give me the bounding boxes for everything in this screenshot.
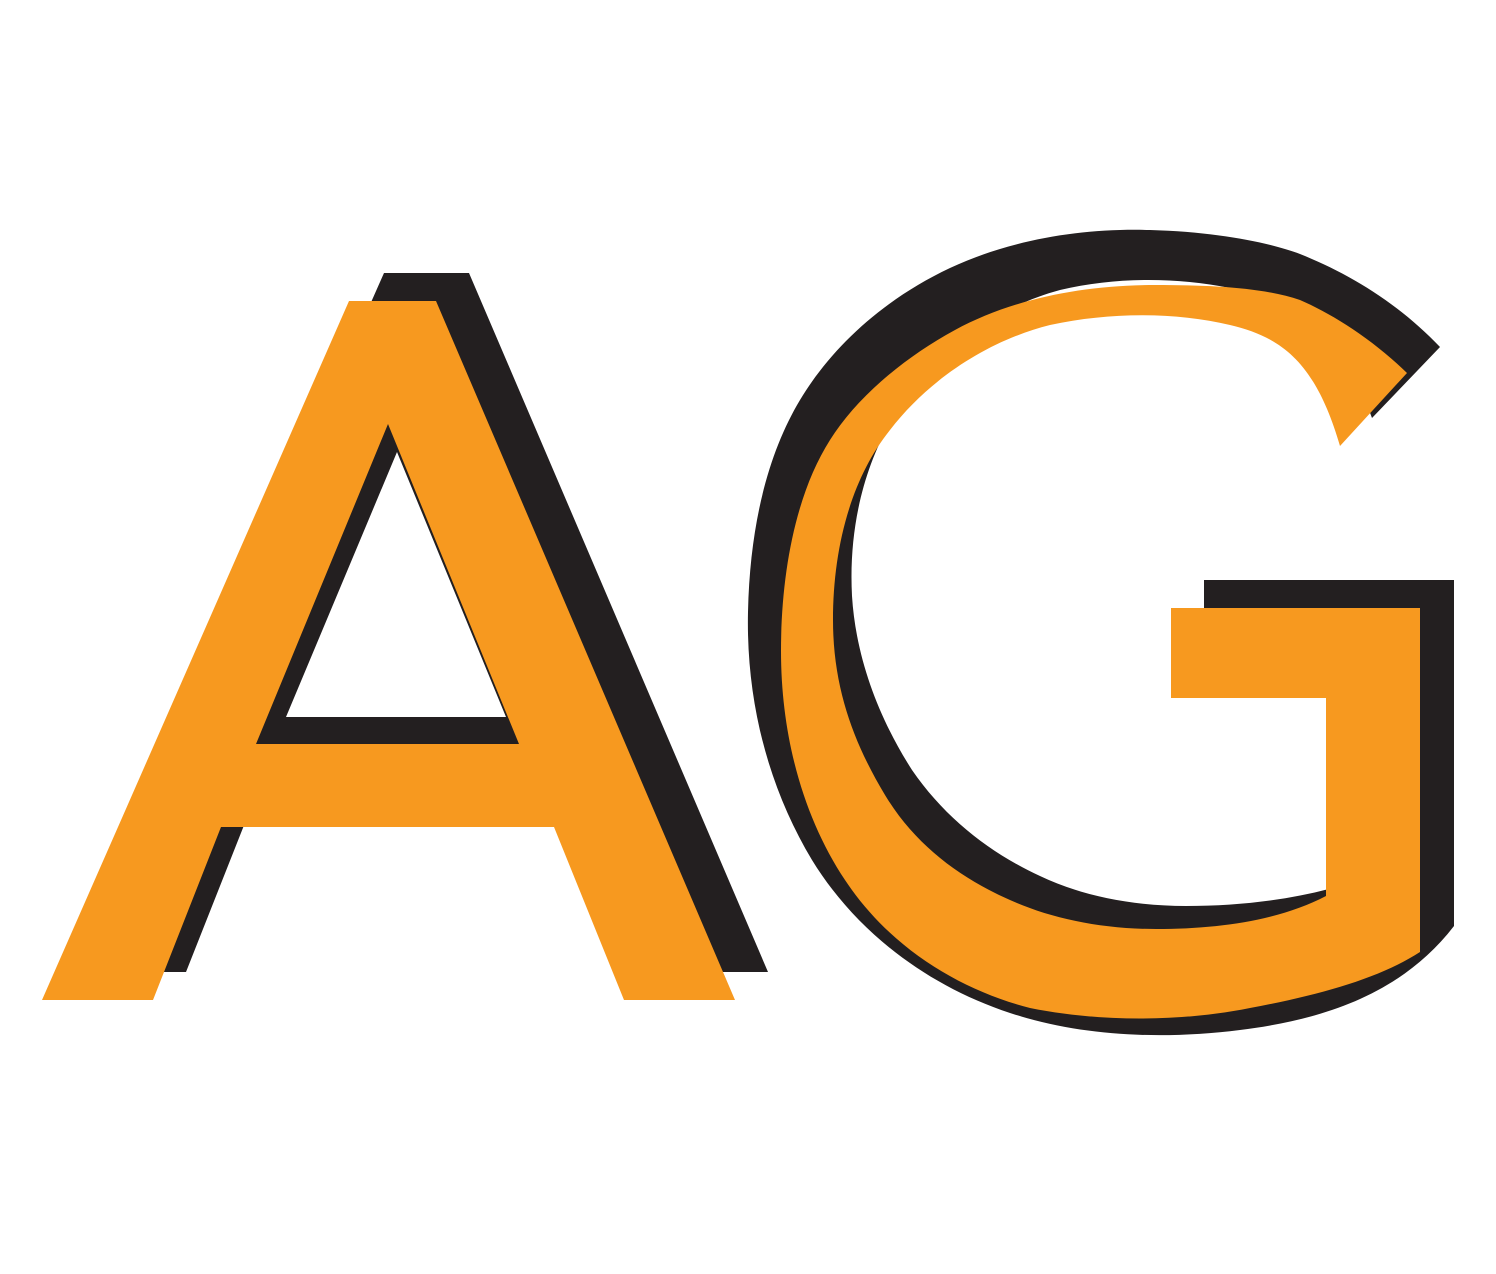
logo-letter-a (42, 273, 768, 1000)
letter-a-fill (42, 301, 735, 1000)
letter-g-shadow (747, 229, 1454, 1036)
letter-g-fill (781, 285, 1420, 1019)
logo-letter-g (747, 229, 1454, 1036)
